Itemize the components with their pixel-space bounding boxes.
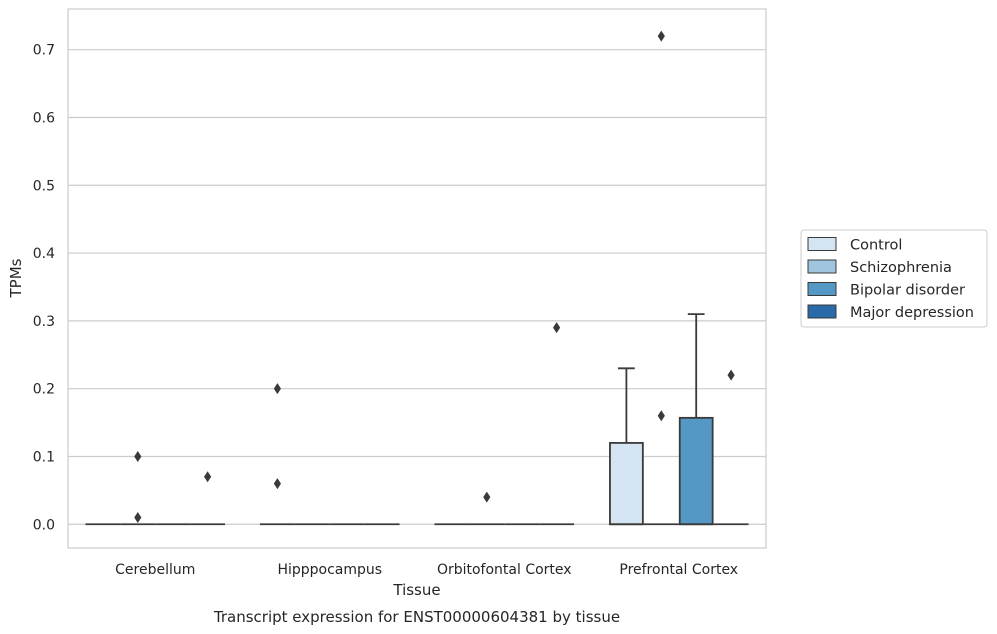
outlier-point bbox=[727, 369, 735, 381]
x-tick-label: Prefrontal Cortex bbox=[619, 562, 738, 578]
box-iqr bbox=[678, 416, 714, 526]
y-tick-label: 0.1 bbox=[33, 449, 55, 465]
outlier-point bbox=[483, 491, 491, 503]
y-tick-label: 0.3 bbox=[33, 314, 55, 330]
legend-swatch bbox=[807, 237, 837, 251]
x-tick-label: Cerebellum bbox=[115, 562, 195, 578]
chart-caption: Transcript expression for ENST0000060438… bbox=[213, 608, 620, 626]
y-tick-label: 0.4 bbox=[33, 246, 55, 262]
outlier-point bbox=[134, 450, 142, 462]
box-3-3 bbox=[713, 369, 749, 526]
box-3-2 bbox=[678, 313, 714, 526]
outlier-point bbox=[134, 511, 142, 523]
box-0-3 bbox=[190, 471, 226, 526]
legend-swatch bbox=[807, 282, 837, 296]
box-1-0 bbox=[259, 383, 295, 526]
grid-lines bbox=[68, 49, 766, 525]
outlier-point bbox=[553, 322, 561, 334]
y-tick-label: 0.6 bbox=[33, 110, 55, 126]
x-axis-label: Tissue bbox=[392, 581, 440, 599]
box-series bbox=[85, 30, 749, 526]
box-iqr bbox=[609, 442, 644, 526]
legend-label: Bipolar disorder bbox=[850, 283, 965, 299]
legend-frame bbox=[800, 229, 988, 328]
outlier-point bbox=[657, 30, 665, 42]
x-tick-label: Orbitofontal Cortex bbox=[437, 562, 572, 578]
box-2-1 bbox=[469, 491, 505, 526]
legend-swatch bbox=[807, 304, 837, 319]
box-0-1 bbox=[120, 450, 156, 526]
outlier-point bbox=[273, 383, 281, 395]
box-3-1 bbox=[643, 30, 679, 526]
y-axis-label: TPMs bbox=[7, 258, 25, 298]
legend: Control Schizophrenia Bipolar disorder Majo… bbox=[800, 229, 988, 328]
outlier-point bbox=[204, 471, 212, 483]
outlier-point bbox=[273, 478, 281, 490]
legend-label: Schizophrenia bbox=[850, 260, 952, 276]
legend-label: Control bbox=[850, 238, 902, 254]
legend-label: Major depression bbox=[850, 305, 974, 321]
x-tick-label: Hipppocampus bbox=[277, 562, 382, 578]
outlier-point bbox=[657, 410, 665, 422]
y-tick-label: 0.5 bbox=[33, 178, 55, 194]
plot-frame bbox=[67, 8, 767, 549]
y-tick-label: 0.7 bbox=[33, 43, 55, 59]
y-tick-label: 0.0 bbox=[33, 517, 55, 533]
x-axis-ticks: Cerebellum Hipppocampus Orbitofontal Corte… bbox=[115, 562, 738, 578]
box-2-3 bbox=[539, 322, 575, 526]
y-tick-label: 0.2 bbox=[33, 382, 55, 398]
box-3-0 bbox=[608, 367, 644, 526]
y-axis-ticks: 0.0 0.1 0.2 0.3 0.4 0.5 0.6 0.7 bbox=[33, 43, 55, 534]
legend-swatch bbox=[807, 259, 837, 274]
